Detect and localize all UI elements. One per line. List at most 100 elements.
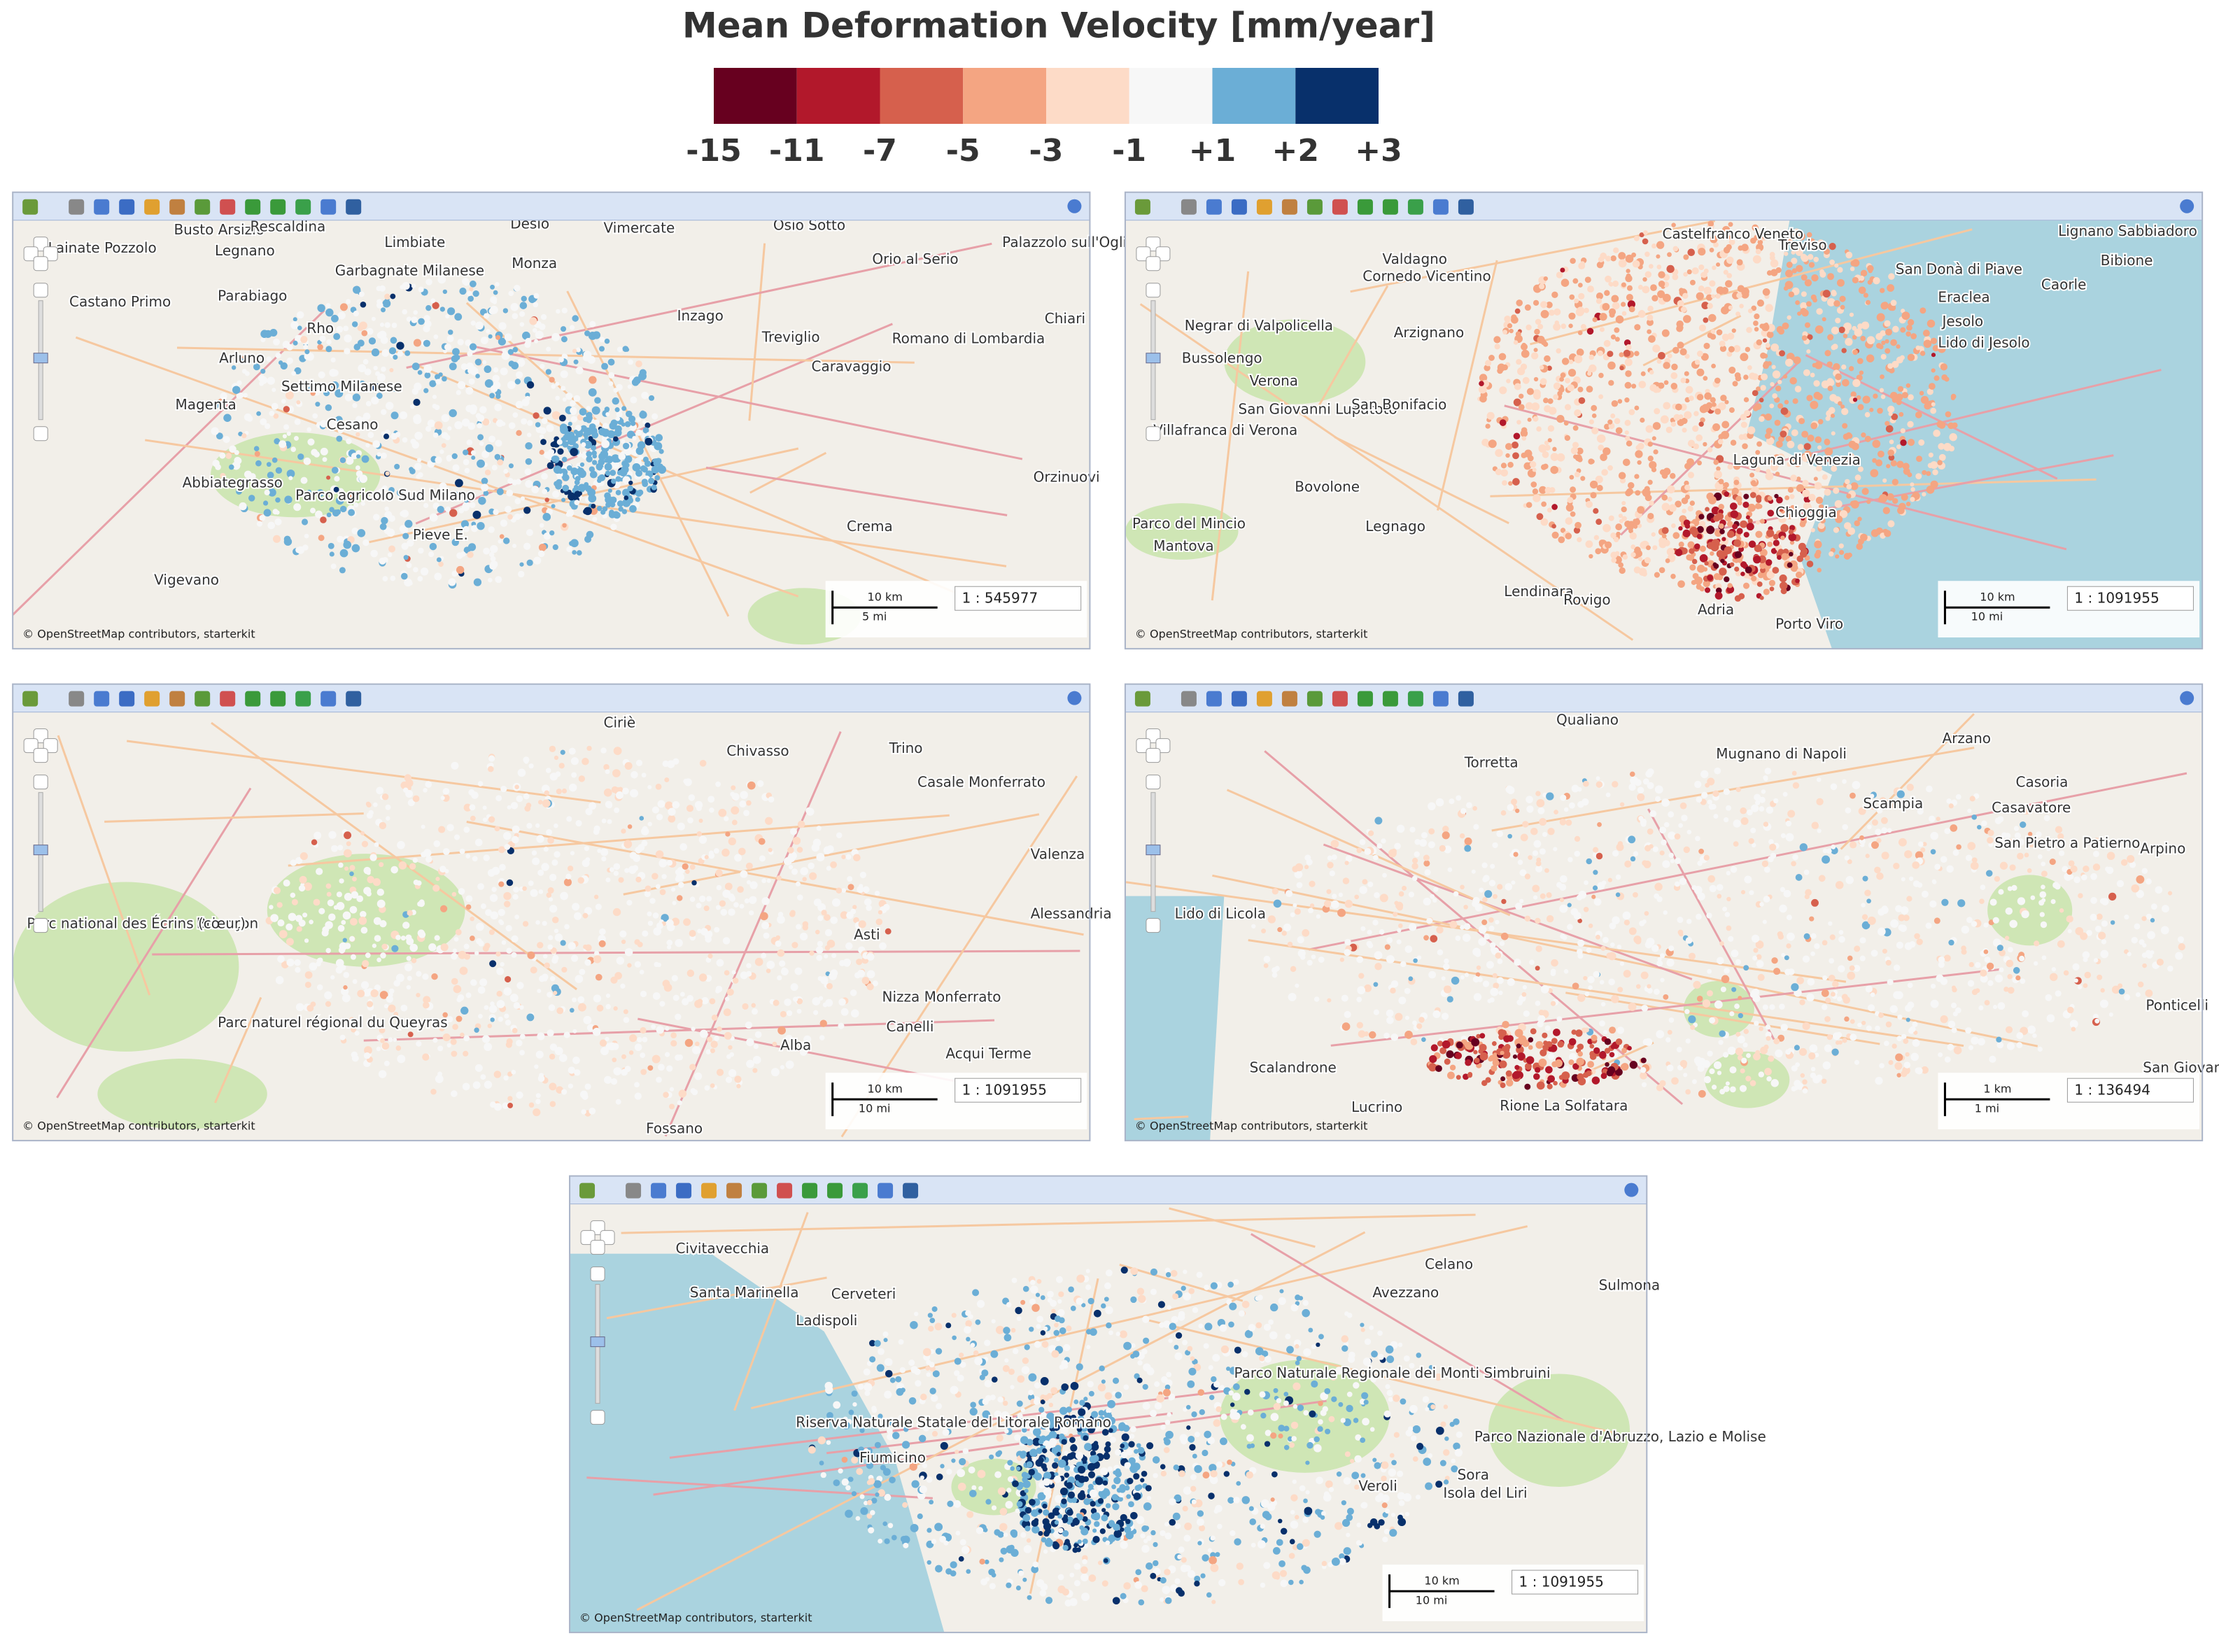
measurement-point: [570, 757, 579, 765]
measurement-point: [468, 378, 475, 385]
toolbar-button[interactable]: [144, 691, 160, 707]
toolbar-button[interactable]: [346, 199, 362, 215]
measurement-point: [549, 1082, 557, 1091]
toolbar-button[interactable]: [1256, 199, 1272, 215]
road: [415, 323, 893, 525]
toolbar-button[interactable]: [346, 691, 362, 707]
measurement-point: [384, 506, 389, 511]
toolbar-button[interactable]: [220, 199, 236, 215]
toolbar-button[interactable]: [220, 691, 236, 707]
measurement-point: [488, 755, 495, 762]
measurement-point: [382, 299, 391, 308]
toolbar-button[interactable]: [94, 691, 110, 707]
help-button[interactable]: [1067, 199, 1082, 213]
measurement-point: [1761, 232, 1769, 239]
toolbar-button[interactable]: [245, 691, 261, 707]
zoom-out-button[interactable]: [33, 426, 48, 442]
measurement-point: [1758, 1071, 1765, 1078]
measurement-point: [1641, 1004, 1649, 1012]
toolbar-button[interactable]: [94, 199, 110, 215]
toolbar-button[interactable]: [320, 199, 337, 215]
pan-zoom-button[interactable]: [33, 256, 48, 271]
toolbar-button[interactable]: [320, 691, 337, 707]
zoom-out-button[interactable]: [33, 918, 48, 933]
toolbar-button[interactable]: [22, 691, 38, 707]
toolbar-button[interactable]: [1357, 199, 1373, 215]
toolbar-button[interactable]: [119, 691, 135, 707]
toolbar-button[interactable]: [144, 199, 160, 215]
toolbar-button[interactable]: [1432, 199, 1449, 215]
pan-zoom-button[interactable]: [33, 775, 48, 790]
zoom-handle[interactable]: [33, 845, 48, 856]
measurement-point: [1814, 1052, 1819, 1058]
toolbar-button[interactable]: [22, 199, 38, 215]
measurement-point: [533, 412, 540, 419]
measurement-point: [467, 295, 474, 302]
toolbar-button[interactable]: [119, 199, 135, 215]
measurement-point: [728, 1069, 737, 1078]
measurement-point: [341, 994, 351, 1003]
measurement-point: [454, 354, 460, 360]
measurement-point: [549, 376, 555, 383]
measurement-point: [1568, 369, 1577, 377]
zoom-handle[interactable]: [33, 353, 48, 364]
place-label: Eraclea: [1938, 289, 1989, 306]
scale-value: 1 : 545977: [962, 590, 1038, 607]
measurement-point: [1740, 520, 1748, 528]
toolbar-button[interactable]: [1306, 199, 1323, 215]
scale-select[interactable]: [954, 1078, 1082, 1103]
pan-zoom-button[interactable]: [1146, 256, 1161, 271]
toolbar-button[interactable]: [1281, 199, 1297, 215]
toolbar-button[interactable]: [195, 691, 211, 707]
toolbar-button[interactable]: [1206, 199, 1222, 215]
help-button[interactable]: [2180, 199, 2195, 213]
measurement-point: [1755, 940, 1764, 949]
toolbar-button[interactable]: [270, 691, 286, 707]
toolbar-button[interactable]: [1407, 199, 1423, 215]
toolbar-button[interactable]: [295, 691, 311, 707]
pan-zoom-button[interactable]: [1146, 283, 1161, 298]
toolbar-button[interactable]: [195, 199, 211, 215]
measurement-point: [452, 948, 458, 954]
toolbar-button[interactable]: [1382, 199, 1398, 215]
toolbar-button[interactable]: [1181, 199, 1197, 215]
measurement-point: [360, 831, 365, 835]
zoom-out-button[interactable]: [1146, 426, 1161, 442]
measurement-point: [610, 1078, 618, 1085]
measurement-point: [1789, 540, 1795, 545]
measurement-point: [1769, 403, 1775, 409]
pan-zoom-button[interactable]: [33, 748, 48, 763]
toolbar-button[interactable]: [169, 691, 185, 707]
scale-select[interactable]: [2066, 586, 2194, 611]
toolbar-button[interactable]: [69, 199, 85, 215]
measurement-point: [425, 781, 432, 788]
measurement-point: [683, 778, 689, 784]
help-button[interactable]: [1067, 691, 1082, 705]
measurement-point: [379, 920, 387, 928]
measurement-point: [1687, 439, 1696, 447]
toolbar-button[interactable]: [295, 199, 311, 215]
measurement-point: [1488, 355, 1495, 361]
measurement-point: [1544, 355, 1551, 362]
zoom-handle[interactable]: [1146, 353, 1161, 364]
scale-select[interactable]: [954, 586, 1082, 611]
measurement-point: [1394, 842, 1401, 850]
toolbar-button[interactable]: [270, 199, 286, 215]
toolbar-button[interactable]: [1231, 199, 1247, 215]
toolbar-button[interactable]: [245, 199, 261, 215]
measurement-point: [1726, 273, 1733, 278]
measurement-point: [747, 781, 756, 790]
toolbar-button[interactable]: [1332, 199, 1348, 215]
toolbar-button[interactable]: [169, 199, 185, 215]
toolbar-button[interactable]: [69, 691, 85, 707]
toolbar-button[interactable]: [1134, 199, 1150, 215]
measurement-point: [1263, 963, 1269, 968]
measurement-point: [1482, 896, 1488, 903]
measurement-point: [1584, 276, 1591, 283]
place-label: San Bonifacio: [1351, 396, 1446, 413]
measurement-point: [853, 917, 859, 924]
toolbar-button[interactable]: [1458, 199, 1474, 215]
measurement-point: [1309, 880, 1316, 887]
pan-zoom-button[interactable]: [33, 283, 48, 298]
measurement-point: [1749, 492, 1756, 498]
